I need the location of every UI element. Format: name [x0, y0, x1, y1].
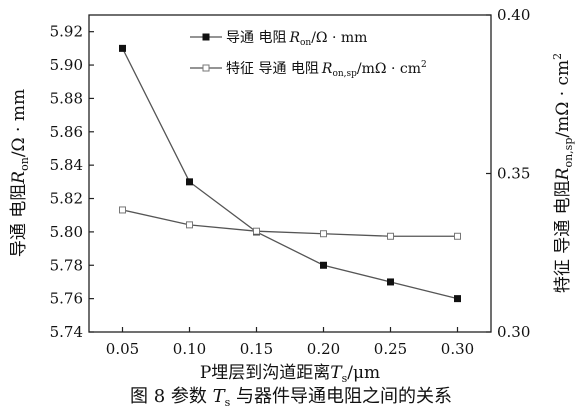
x-tick-label: 0.30: [441, 340, 474, 358]
series-1-point: [119, 206, 126, 214]
x-tick-label: 0.10: [173, 340, 206, 358]
legend-label-ron: 导通 电阻 Ron/Ω · mm: [226, 30, 367, 48]
y-left-tick-label: 5.78: [50, 256, 83, 274]
series-line-1: [122, 209, 458, 237]
series-0-point: [186, 178, 193, 186]
series-1-point: [387, 232, 394, 240]
y-right-tick-label: 0.35: [497, 165, 530, 183]
series-1-point: [320, 230, 327, 238]
series-0-point: [387, 278, 394, 286]
x-tick-label: 0.25: [374, 340, 407, 358]
x-tick-label: 0.05: [106, 340, 139, 358]
series-1-point: [186, 221, 193, 229]
legend: 导通 电阻 Ron/Ω · mm 特征 导通 电阻 Ron,sp/mΩ · cm2: [190, 30, 427, 79]
y-right-axis-title: 特征 导通 电阻Ron,sp/mΩ · cm2: [551, 53, 575, 293]
series-0-point: [320, 261, 327, 269]
x-tick-label: 0.20: [307, 340, 340, 358]
x-axis-ticks: 0.05 0.10 0.15 0.20 0.25 0.30: [106, 327, 474, 358]
y-left-tick-label: 5.80: [50, 223, 83, 241]
legend-label-ronsp: 特征 导通 电阻 Ron,sp/mΩ · cm2: [226, 60, 427, 79]
series-group: [119, 44, 461, 303]
series-1-point: [454, 232, 461, 240]
series-1-point: [253, 227, 260, 235]
y-left-tick-label: 5.74: [50, 323, 83, 341]
y-right-tick-label: 0.30: [497, 323, 530, 341]
y-left-tick-label: 5.92: [50, 23, 83, 41]
series-0-point: [119, 44, 126, 52]
y-left-tick-label: 5.76: [50, 290, 83, 308]
x-axis-title: P埋层到沟道距离Ts/μm: [200, 363, 380, 385]
legend-marker-ronsp: [202, 64, 210, 72]
y-left-tick-label: 5.88: [50, 89, 83, 107]
y-left-tick-label: 5.82: [50, 190, 83, 208]
series-0-point: [454, 295, 461, 303]
legend-marker-ron: [202, 33, 210, 41]
series-line-0: [121, 48, 458, 300]
y-left-tick-label: 5.84: [50, 156, 83, 174]
figure-caption: 图 8 参数 Ts 与器件导通电阻之间的关系: [130, 386, 452, 407]
y-left-tick-label: 5.86: [50, 123, 83, 141]
y-right-tick-label: 0.40: [497, 6, 530, 24]
y-left-tick-label: 5.90: [50, 56, 83, 74]
y-right-axis-ticks: 0.30 0.35 0.40: [486, 6, 530, 341]
y-left-axis-title: 导通 电阻Ron/Ω · mm: [9, 89, 31, 257]
y-left-axis-ticks: 5.74 5.76 5.78 5.80 5.82 5.84 5.86 5.88 5.90 5.92: [50, 23, 94, 341]
x-tick-label: 0.15: [240, 340, 273, 358]
